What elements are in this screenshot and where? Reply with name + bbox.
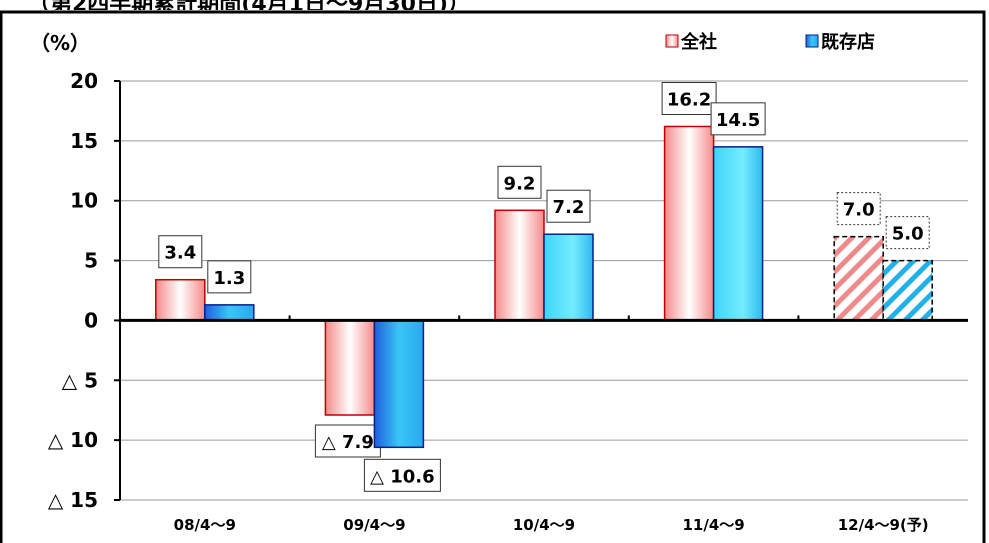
data-label-box [497, 165, 542, 199]
bar-series2 [543, 233, 594, 322]
data-label: 16.2 [667, 89, 711, 110]
data-label: △ 7.9 [322, 432, 374, 453]
bar-series2 [204, 304, 255, 322]
data-label-box [710, 102, 766, 136]
y-tick-label: △ 15 [48, 488, 98, 512]
x-tick-label: 12/4～9(予) [838, 516, 929, 534]
data-label-box [661, 81, 717, 115]
bar-series2 [712, 146, 764, 322]
data-label-box [885, 216, 930, 250]
x-tick-label: 09/4～9 [343, 516, 405, 534]
data-label-box [158, 235, 203, 269]
bar-series1 [324, 319, 376, 416]
data-label: 1.3 [213, 268, 245, 289]
data-label-box [207, 260, 252, 294]
y-tick-label: 10 [70, 189, 98, 213]
y-tick-label: 20 [70, 69, 98, 93]
legend-label: 全社 [680, 31, 717, 53]
data-label-box [314, 424, 381, 458]
bar-series1 [663, 125, 715, 322]
legend-label: 既存店 [821, 31, 875, 53]
y-axis-unit-label: （%） [30, 31, 90, 55]
legend-swatch [805, 34, 819, 48]
chart-frame [0, 10, 986, 543]
data-label: 5.0 [892, 224, 924, 245]
data-label-box [546, 189, 591, 223]
x-tick-label: 11/4～9 [682, 516, 744, 534]
chart-caption-text: （第2四半期累計期間(4月1日～9月30日)） [28, 0, 470, 10]
x-tick-label: 08/4～9 [174, 516, 236, 534]
legend-swatch [665, 34, 679, 48]
data-label: △ 10.6 [370, 466, 435, 487]
data-label: 9.2 [504, 173, 536, 194]
data-label: 7.0 [843, 200, 875, 221]
y-tick-label: 5 [84, 249, 98, 273]
data-label: 7.2 [553, 197, 585, 218]
bar-series2 [373, 319, 425, 449]
y-tick-label: 0 [84, 308, 98, 332]
x-tick-label: 10/4～9 [513, 516, 575, 534]
bar-series2 [882, 259, 933, 322]
data-label: 3.4 [164, 243, 196, 264]
bar-series1 [494, 209, 545, 322]
data-label-box [836, 192, 881, 226]
bar-series1 [833, 235, 884, 322]
y-tick-label: △ 10 [48, 428, 98, 452]
bar-series1 [155, 278, 206, 322]
chart-caption: （第2四半期累計期間(4月1日～9月30日)） [0, 0, 620, 10]
data-label: 14.5 [716, 110, 760, 131]
data-label-box [363, 458, 441, 492]
y-tick-label: 15 [70, 129, 98, 153]
y-tick-label: △ 5 [62, 368, 98, 392]
